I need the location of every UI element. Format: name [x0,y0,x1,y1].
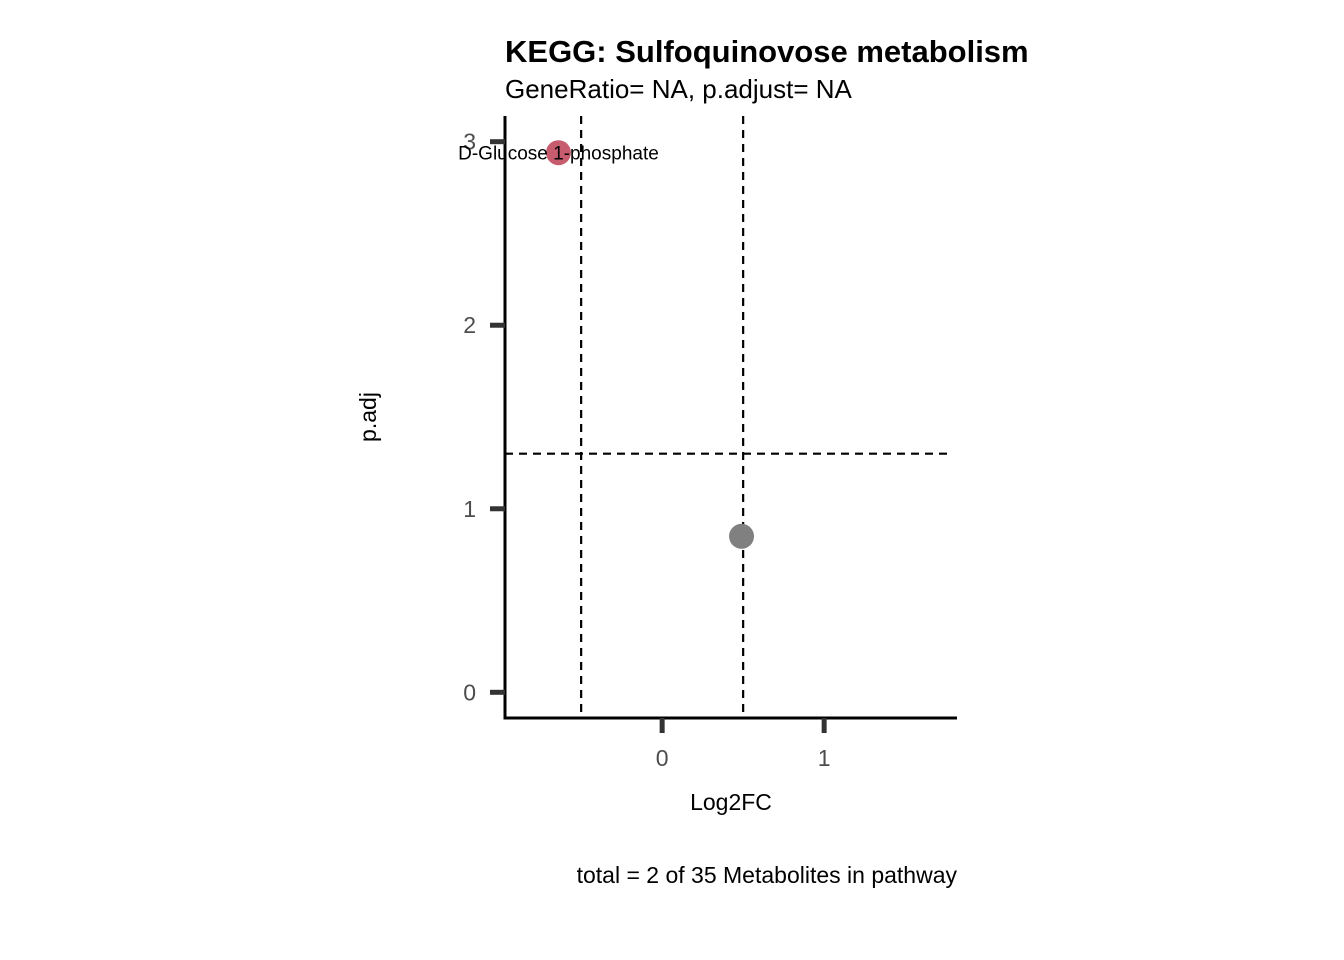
x-tick-label-1: 1 [818,745,831,771]
y-axis-title: p.adj [355,392,381,442]
point-labels: D-Glucose 1-phosphate [458,144,659,165]
data-point-0 [545,140,571,166]
chart-caption: total = 2 of 35 Metabolites in pathway [577,862,958,888]
y-tick-label-0: 0 [463,679,476,705]
reference-lines [505,116,950,718]
chart-subtitle: GeneRatio= NA, p.adjust= NA [505,74,853,104]
y-tick-label-1: 1 [463,496,476,522]
data-points [545,140,755,549]
chart-title: KEGG: Sulfoquinovose metabolism [505,34,1029,69]
data-point-1 [729,523,755,549]
y-tick-label-2: 2 [463,312,476,338]
y-axis: 0 1 2 3 [463,116,507,720]
point-label-0: D-Glucose 1-phosphate [458,144,659,165]
y-tick-label-3: 3 [463,129,476,155]
x-axis-title: Log2FC [690,789,772,815]
x-tick-label-0: 0 [656,745,669,771]
